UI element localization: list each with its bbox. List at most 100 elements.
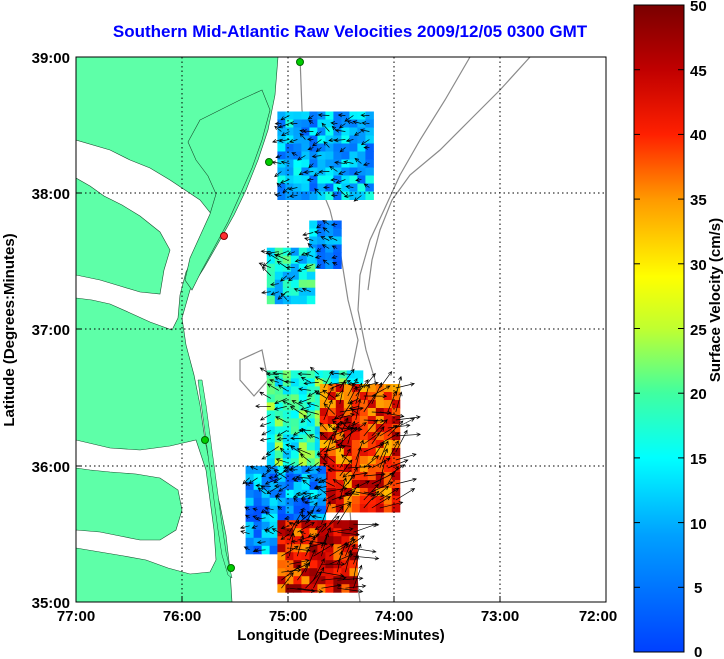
velocity-cell xyxy=(327,448,337,457)
velocity-arrow xyxy=(289,558,310,565)
delmarva-peninsula xyxy=(184,89,271,291)
velocity-cell xyxy=(351,392,361,401)
velocity-arrow xyxy=(321,122,330,132)
velocity-cell xyxy=(365,151,374,160)
velocity-arrow xyxy=(355,446,362,469)
velocity-cell xyxy=(349,175,358,184)
velocity-cell xyxy=(327,440,337,449)
velocity-cell xyxy=(282,394,292,403)
velocity-arrow xyxy=(305,501,318,525)
velocity-cell xyxy=(317,143,326,152)
velocity-cell xyxy=(351,504,361,513)
velocity-cell xyxy=(325,111,334,120)
velocity-arrow xyxy=(273,483,282,488)
velocity-cell xyxy=(290,386,300,395)
velocity-cell xyxy=(306,287,316,297)
velocity-cell xyxy=(341,536,350,545)
velocity-cell xyxy=(317,119,326,128)
velocity-cell xyxy=(285,576,294,585)
velocity-arrow xyxy=(353,131,362,136)
velocity-arrow xyxy=(353,554,360,581)
velocity-cell xyxy=(245,529,255,539)
velocity-cell xyxy=(266,426,276,435)
velocity-cell xyxy=(298,386,308,395)
velocity-cell xyxy=(375,488,385,497)
velocity-cell xyxy=(301,151,310,160)
velocity-cell xyxy=(343,408,353,417)
velocity-cell xyxy=(301,505,311,515)
velocity-cell xyxy=(285,473,295,483)
velocity-cell xyxy=(317,497,327,507)
velocity-arrow xyxy=(307,137,314,142)
velocity-cell xyxy=(383,408,393,417)
velocity-arrow xyxy=(301,287,311,293)
velocity-arrow xyxy=(275,458,287,463)
velocity-cell xyxy=(359,504,369,513)
velocity-cell xyxy=(383,488,393,497)
velocity-arrow xyxy=(319,422,328,431)
velocity-cell xyxy=(349,560,358,569)
velocity-cell xyxy=(341,576,350,585)
velocity-cell xyxy=(314,442,324,451)
velocity-arrow xyxy=(257,487,266,495)
velocity-arrow xyxy=(306,401,319,407)
velocity-arrow xyxy=(329,505,344,525)
velocity-arrow xyxy=(269,378,279,383)
velocity-cell xyxy=(269,505,279,515)
pamlico-sound xyxy=(76,439,217,575)
velocity-cell xyxy=(274,386,284,395)
velocity-cell xyxy=(298,279,308,289)
velocity-cell xyxy=(327,472,337,481)
velocity-cell xyxy=(327,464,337,473)
velocity-cell xyxy=(306,458,316,467)
velocity-cell xyxy=(375,416,385,425)
velocity-arrow xyxy=(323,386,334,405)
velocity-cell xyxy=(341,151,350,160)
velocity-arrow xyxy=(363,145,370,150)
velocity-cell xyxy=(306,402,316,411)
velocity-arrow xyxy=(395,477,418,485)
velocity-cell xyxy=(266,271,276,281)
velocity-cell xyxy=(266,450,276,459)
velocity-cell xyxy=(391,504,401,513)
velocity-cell xyxy=(357,127,366,136)
velocity-arrow xyxy=(294,258,303,263)
velocity-cell xyxy=(306,426,316,435)
velocity-cell xyxy=(309,584,318,593)
velocity-cell xyxy=(285,497,295,507)
velocity-cell xyxy=(325,119,334,128)
velocity-cell xyxy=(375,464,385,473)
velocity-cell xyxy=(293,151,302,160)
velocity-cell xyxy=(367,432,377,441)
velocity-cell xyxy=(383,456,393,465)
velocity-arrow xyxy=(300,414,312,424)
velocity-arrow xyxy=(336,421,351,426)
velocity-cell xyxy=(266,370,276,379)
velocity-arrow xyxy=(243,546,250,551)
velocity-cell xyxy=(261,529,271,539)
velocity-cell xyxy=(253,481,263,491)
velocity-cell xyxy=(285,127,294,136)
velocity-cell xyxy=(309,489,319,499)
y-tick-label: 35:00 xyxy=(32,595,70,612)
velocity-arrow xyxy=(309,366,320,375)
velocity-cell xyxy=(253,497,263,507)
velocity-cell xyxy=(306,410,316,419)
velocity-cell xyxy=(357,183,366,192)
velocity-cell xyxy=(266,378,276,387)
velocity-arrow xyxy=(289,563,309,573)
velocity-cell xyxy=(301,481,311,491)
velocity-cell xyxy=(301,175,310,184)
velocity-cell xyxy=(365,159,374,168)
velocity-cell xyxy=(266,386,276,395)
velocity-cell xyxy=(391,408,401,417)
velocity-arrow xyxy=(360,139,370,146)
velocity-cell xyxy=(359,408,369,417)
velocity-arrow xyxy=(306,474,314,479)
velocity-arrow xyxy=(339,379,347,405)
velocity-arrow xyxy=(347,381,359,386)
velocity-cell xyxy=(357,191,366,200)
velocity-arrow xyxy=(337,531,360,537)
velocity-cell xyxy=(383,504,393,513)
velocity-cell xyxy=(253,505,263,515)
